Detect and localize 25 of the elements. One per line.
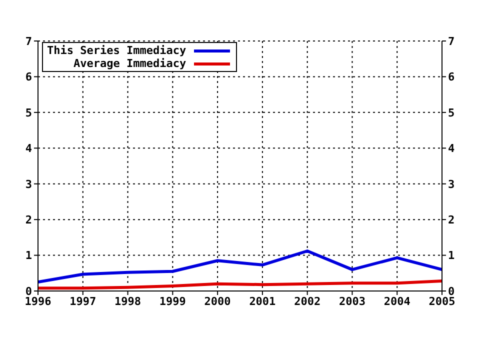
y2-tick-label: 4	[448, 142, 455, 156]
x-tick-label: 2002	[294, 294, 321, 308]
y2-tick-label: 7	[448, 34, 455, 48]
y-tick-label: 7	[25, 34, 32, 48]
legend-label: Average Immediacy	[73, 57, 186, 70]
x-tick-label: 2004	[384, 294, 411, 308]
y2-tick-label: 3	[448, 178, 455, 191]
x-tick-label: 2001	[249, 294, 276, 308]
x-tick-label: 1997	[70, 294, 96, 308]
line-series	[38, 250, 442, 284]
y2-tick-label: 6	[448, 70, 455, 84]
x-tick-label: 1999	[159, 294, 186, 308]
y-tick-label: 5	[25, 106, 32, 120]
y2-tick-label: 5	[448, 106, 455, 120]
y-tick-label: 3	[25, 178, 32, 191]
legend-label: This Series Immediacy	[47, 44, 186, 57]
x-tick-label: 1998	[114, 294, 142, 308]
x-tick-label: 2003	[338, 294, 366, 308]
y-tick-label: 4	[25, 142, 32, 156]
y2-tick-label: 1	[448, 249, 455, 262]
y-tick-label: 1	[25, 249, 32, 262]
x-tick-label: 2000	[204, 294, 231, 308]
y2-tick-label: 2	[448, 213, 455, 226]
y-tick-label: 2	[25, 213, 32, 226]
y-tick-label: 6	[25, 70, 32, 84]
